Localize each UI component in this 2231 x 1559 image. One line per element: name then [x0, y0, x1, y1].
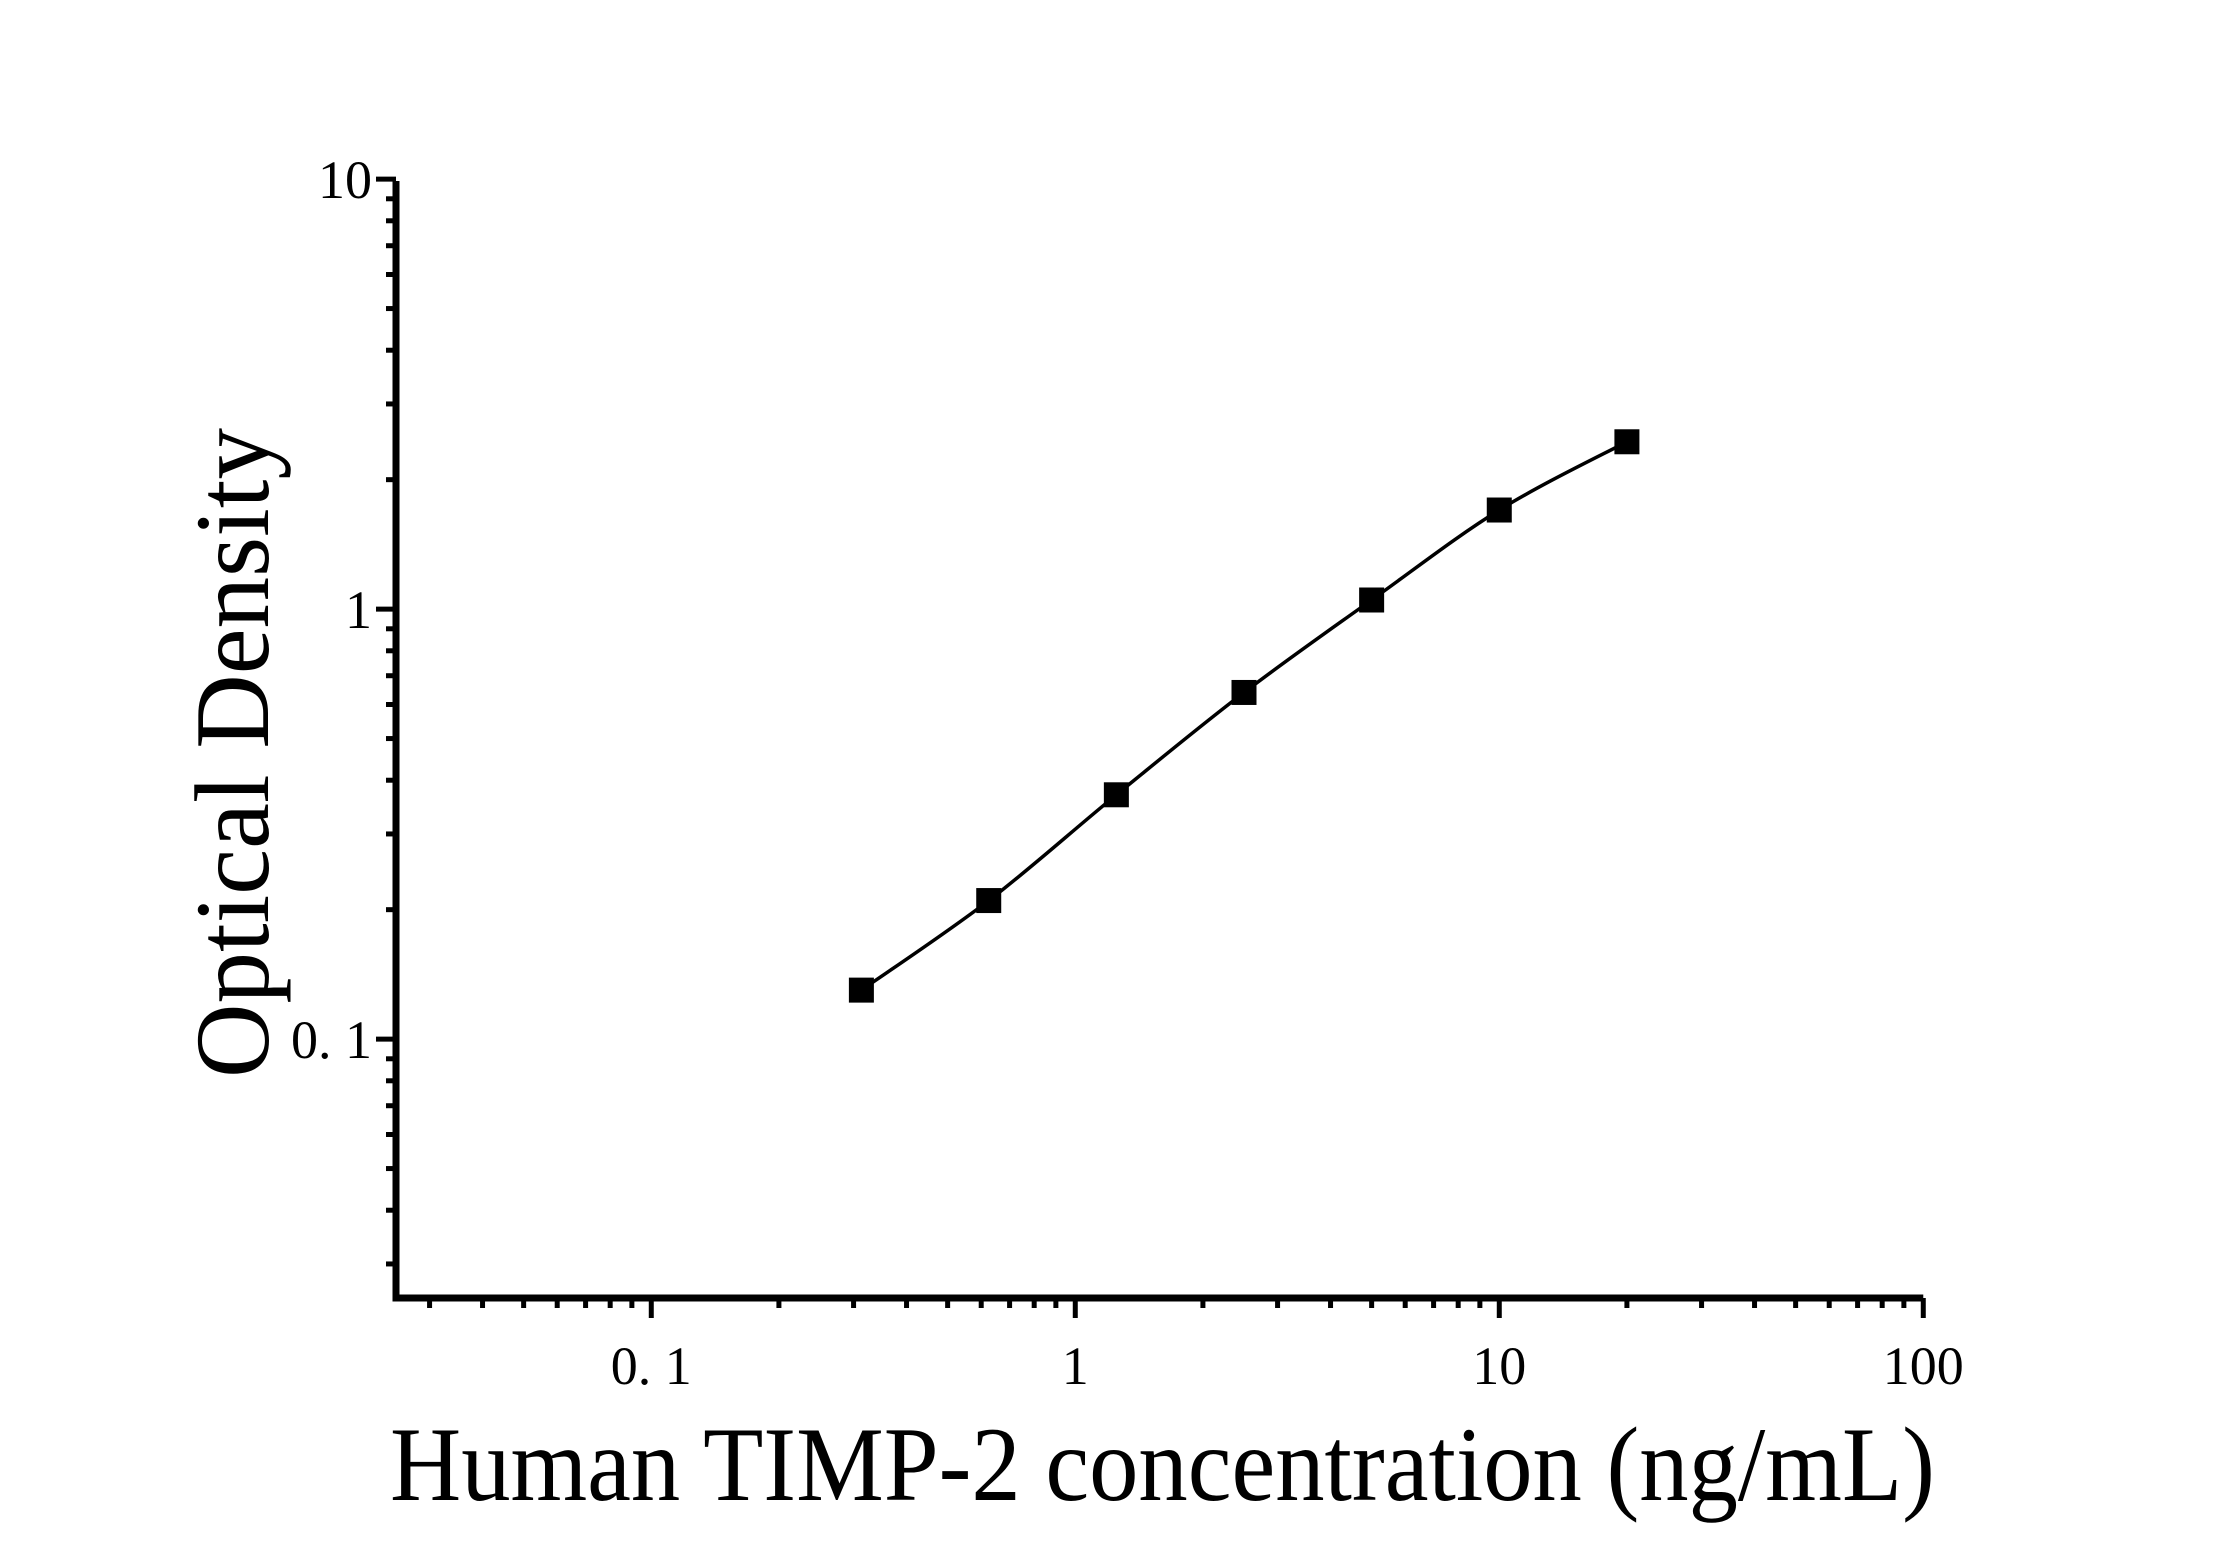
- y-axis-ticks: [376, 176, 396, 1267]
- x-axis-tick-labels: 0. 1 1 10 100: [611, 1336, 1964, 1396]
- standard-curve-line: [860, 440, 1628, 992]
- data-point-square: [848, 977, 874, 1003]
- y-axis-tick-labels: 0. 1 1 10: [291, 150, 372, 1070]
- data-point-square: [1614, 429, 1640, 455]
- data-point-square: [976, 888, 1002, 914]
- data-point-markers: [848, 429, 1640, 1003]
- data-point-square: [1231, 679, 1257, 705]
- data-point-square: [1103, 782, 1129, 808]
- x-tick-label: 10: [1472, 1336, 1526, 1396]
- x-axis-ticks: [427, 1298, 1926, 1318]
- y-tick-label: 10: [318, 150, 372, 210]
- axes-spine: [392, 181, 1924, 1302]
- data-point-square: [1486, 497, 1512, 523]
- y-tick-label: 0. 1: [291, 1010, 372, 1070]
- x-axis-title: Human TIMP-2 concentration (ng/mL): [390, 1406, 1935, 1523]
- data-point-square: [1359, 587, 1385, 613]
- x-tick-label: 0. 1: [611, 1336, 692, 1396]
- y-tick-label: 1: [345, 580, 372, 640]
- x-tick-label: 1: [1062, 1336, 1089, 1396]
- y-axis-title: Optical Density: [174, 428, 291, 1078]
- x-tick-label: 100: [1883, 1336, 1964, 1396]
